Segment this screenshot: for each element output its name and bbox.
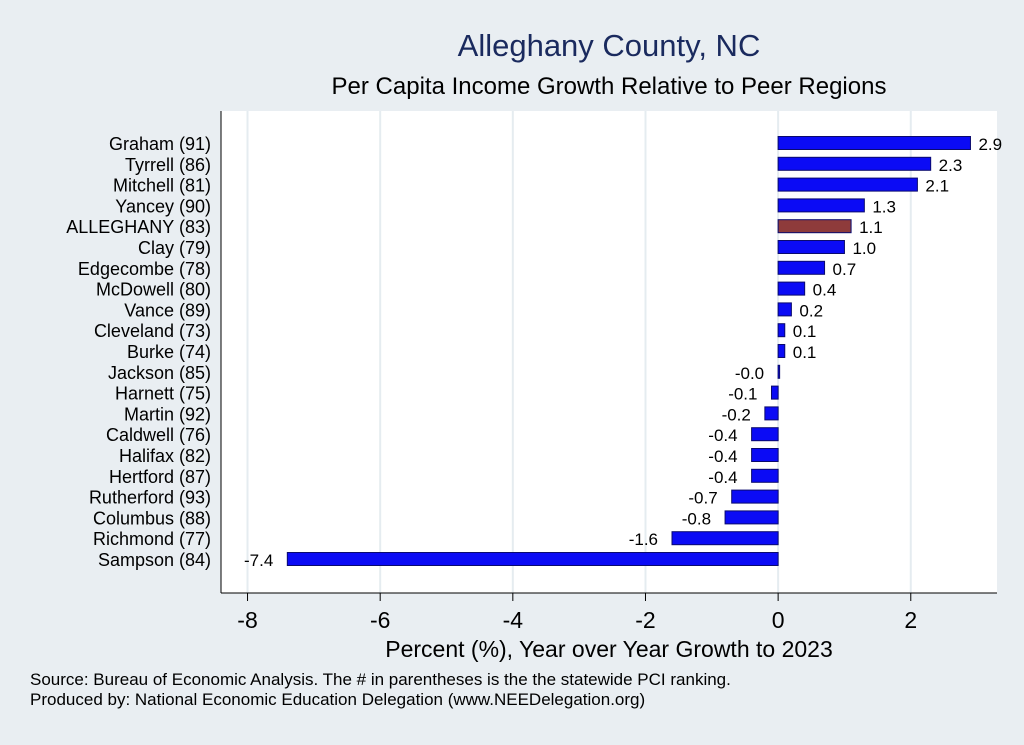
category-label: ALLEGHANY (83)	[66, 217, 211, 237]
category-label: Mitchell (81)	[113, 176, 211, 196]
category-label: Hertford (87)	[109, 467, 211, 487]
bar	[777, 323, 786, 338]
bar	[751, 468, 779, 483]
source-note: Source: Bureau of Economic Analysis. The…	[30, 670, 731, 689]
bar	[777, 302, 792, 317]
bar-value-label: -0.8	[682, 509, 711, 528]
x-tick-label: 2	[904, 607, 917, 633]
bar	[751, 448, 779, 462]
bar-value-label: 1.1	[859, 218, 883, 237]
x-tick-label: -6	[370, 607, 390, 633]
bar-value-label: -0.4	[708, 468, 737, 487]
chart-subtitle: Per Capita Income Growth Relative to Pee…	[331, 73, 887, 100]
category-label: Jackson (85)	[108, 363, 211, 383]
x-tick-label: -4	[503, 607, 524, 633]
bar	[777, 240, 845, 254]
bar-value-label: 0.4	[813, 281, 837, 300]
category-label: Harnett (75)	[115, 384, 211, 404]
category-labels: Graham (91)Tyrrell (86)Mitchell (81)Yanc…	[66, 134, 211, 570]
bar	[731, 489, 779, 504]
category-label: Clay (79)	[138, 238, 211, 258]
bar	[777, 260, 826, 275]
bar-value-label: 0.7	[833, 260, 857, 279]
category-label: Martin (92)	[124, 404, 211, 424]
bar	[777, 177, 918, 192]
bar-value-label: -1.6	[629, 530, 658, 549]
bar-value-label: -0.4	[708, 426, 737, 445]
x-tick-label: -2	[635, 607, 655, 633]
category-label: Vance (89)	[124, 300, 211, 320]
bar-value-label: 0.1	[793, 322, 817, 341]
bar	[764, 406, 779, 421]
bar-value-label: -0.7	[688, 489, 717, 508]
category-label: Caldwell (76)	[106, 425, 211, 445]
category-label: Yancey (90)	[115, 196, 211, 216]
category-label: Graham (91)	[109, 134, 211, 154]
value-labels: 2.9 2.3 2.1 1.3 1.1 1.0 0.7 0.40.2 0.1 0.1 -0.0 -0.…	[244, 135, 1002, 570]
bar-value-label: -0.0	[735, 364, 764, 383]
bar-value-label: 2.1	[925, 177, 949, 196]
bar-value-label: 1.3	[872, 197, 896, 216]
bar-value-label: 2.9	[978, 135, 1002, 154]
x-axis-ticks: -8 -6 -4 -2 0 2	[237, 593, 917, 633]
bar-value-label: 2.3	[939, 156, 963, 175]
bar-value-label: 1.0	[852, 239, 876, 258]
x-axis-label: Percent (%), Year over Year Growth to 20…	[385, 636, 833, 662]
category-label: Rutherford (93)	[89, 488, 211, 508]
bar	[724, 510, 779, 525]
category-label: Sampson (84)	[98, 550, 211, 570]
bar	[777, 281, 806, 296]
category-label: Columbus (88)	[93, 508, 211, 528]
category-label: Edgecombe (78)	[78, 259, 211, 279]
bar-value-label: -0.1	[728, 385, 757, 404]
bar	[770, 385, 779, 400]
category-label: Burke (74)	[127, 342, 211, 362]
bar-value-label: 0.1	[793, 343, 817, 362]
category-label: Cleveland (73)	[94, 321, 211, 341]
bar-value-label: -0.2	[722, 405, 751, 424]
bar	[286, 552, 779, 566]
x-tick-label: 0	[772, 607, 785, 633]
category-label: Richmond (77)	[93, 529, 211, 549]
bar	[777, 364, 781, 379]
bar	[777, 344, 786, 358]
bar	[751, 427, 779, 442]
chart-title: Alleghany County, NC	[457, 28, 761, 63]
bar-value-label: -7.4	[244, 551, 273, 570]
bar	[777, 136, 971, 150]
category-label: Halifax (82)	[119, 446, 211, 466]
bar	[777, 156, 932, 171]
bars	[286, 136, 971, 566]
bar-value-label: 0.2	[799, 301, 823, 320]
bar	[777, 198, 865, 213]
producer-note: Produced by: National Economic Education…	[30, 690, 646, 709]
bar-value-label: -0.4	[708, 447, 737, 466]
bar	[671, 531, 779, 546]
x-tick-label: -8	[237, 607, 257, 633]
bar-highlight	[777, 219, 852, 234]
category-label: Tyrrell (86)	[125, 155, 211, 175]
category-label: McDowell (80)	[96, 280, 211, 300]
